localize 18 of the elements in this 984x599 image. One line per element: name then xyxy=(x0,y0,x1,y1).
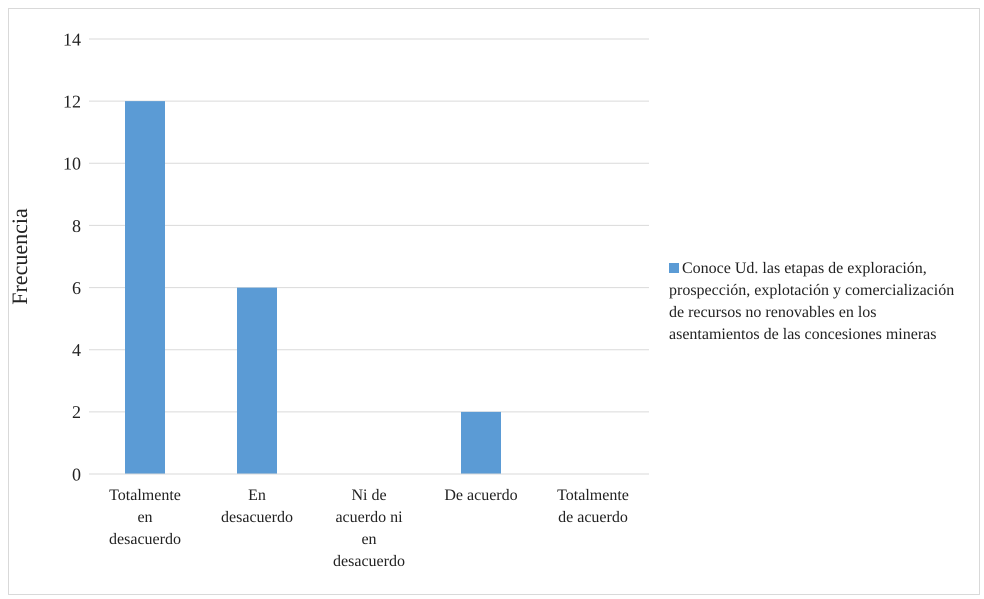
x-tick-label: Totalmente en desacuerdo xyxy=(109,487,181,548)
x-tick-label: Totalmente de acuerdo xyxy=(557,487,629,526)
y-tick-label: 12 xyxy=(63,92,81,112)
bar xyxy=(125,101,165,474)
bar xyxy=(237,288,277,474)
y-tick-label: 0 xyxy=(72,464,81,484)
x-tick-label: De acuerdo xyxy=(444,487,518,504)
x-tick-label: En desacuerdo xyxy=(221,487,293,526)
bar xyxy=(461,412,501,474)
y-tick-label: 10 xyxy=(63,154,81,174)
y-tick-label: 8 xyxy=(72,216,81,236)
y-tick-label: 14 xyxy=(63,29,81,50)
y-tick-label: 6 xyxy=(72,278,81,298)
y-axis-title: Frecuencia xyxy=(6,208,32,305)
y-tick-label: 2 xyxy=(72,402,81,422)
legend-label: Conoce Ud. las etapas de exploración, prospección, explotación y comercialización de recursos no renovables en los asentamientos de las concesiones mineras xyxy=(669,258,956,344)
x-tick-label: Ni de acuerdo ni en desacuerdo xyxy=(333,487,405,570)
y-tick-label: 4 xyxy=(72,340,81,360)
